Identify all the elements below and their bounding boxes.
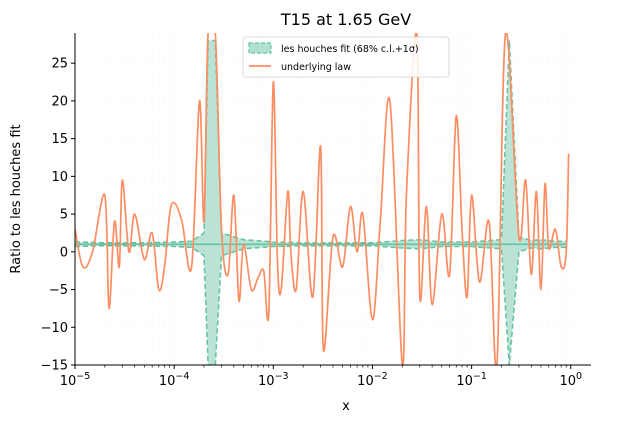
axes: −15 −10 −5 0 5 10 15 20 25 10−5 10−4 10−3 10−2 10−1 10…: [41, 33, 591, 389]
x-tick-label: 10−2: [357, 371, 388, 389]
legend-band-swatch: [248, 42, 272, 54]
band-lower-edge: [75, 245, 567, 365]
y-tick-label: 20: [51, 94, 68, 109]
y-tick-label: 0: [60, 245, 68, 260]
grid: [74, 33, 591, 366]
x-axis-label: x: [342, 399, 350, 414]
y-tick-label: −15: [41, 359, 68, 374]
law-line: [75, 33, 570, 365]
legend: les houches fit (68% c.l.+1σ) underlying…: [242, 36, 450, 78]
data-layer: [75, 33, 570, 365]
x-tick-label: 10−1: [456, 371, 487, 389]
x-tick-label: 10−4: [159, 371, 190, 389]
x-tick-label: 10−5: [60, 371, 91, 389]
legend-label-band: les houches fit (68% c.l.+1σ): [281, 44, 419, 55]
legend-frame: [242, 36, 450, 78]
x-tick-label: 10−3: [258, 371, 289, 389]
y-tick-label: −10: [41, 321, 68, 336]
y-tick-label: 15: [51, 132, 68, 147]
y-axis-label: Ratio to les houches fit: [9, 124, 24, 273]
x-tick-label: 100: [559, 371, 582, 389]
legend-label-law: underlying law: [281, 62, 351, 73]
y-tick-label: 10: [51, 170, 68, 185]
y-tick-label: −5: [49, 283, 68, 298]
chart-title: T15 at 1.65 GeV: [280, 10, 411, 29]
y-tick-label: 25: [51, 57, 68, 72]
y-tick-label: 5: [60, 208, 68, 223]
